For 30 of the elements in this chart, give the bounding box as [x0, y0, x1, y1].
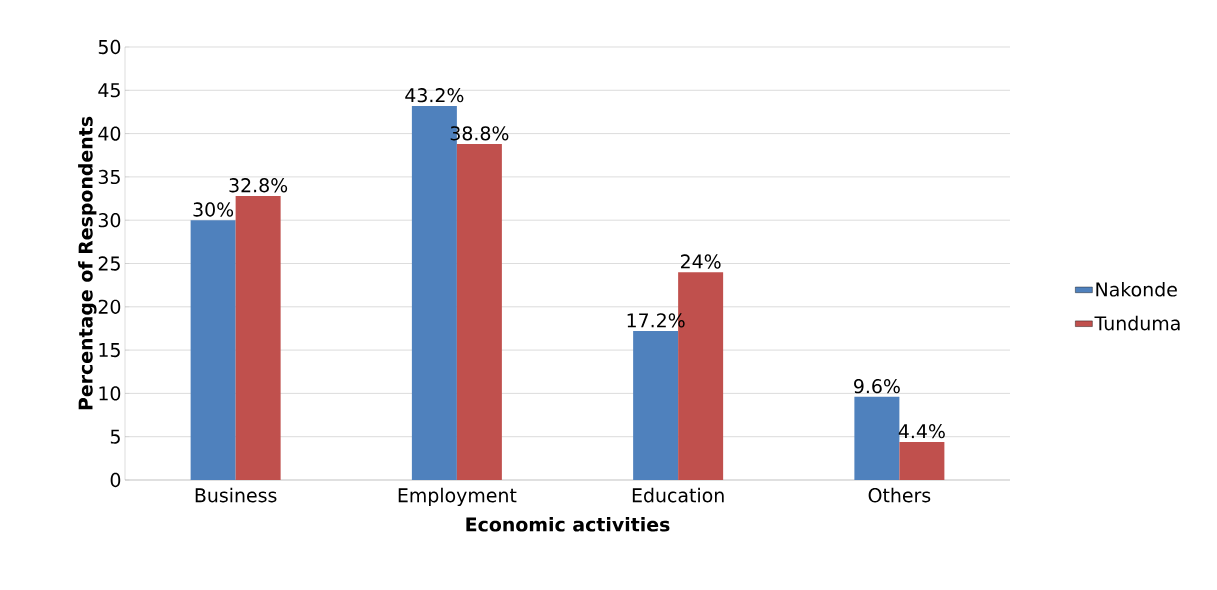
- x-tick-label: Employment: [398, 487, 517, 507]
- data-label: 43.2%: [405, 88, 464, 103]
- y-tick-label: 5: [110, 429, 120, 444]
- x-tick-label: Others: [868, 487, 931, 503]
- y-tick-label: 15: [99, 343, 120, 358]
- data-label: 24%: [680, 254, 721, 269]
- y-tick-label: 40: [98, 126, 121, 141]
- y-tick-label: 50: [98, 39, 121, 55]
- x-tick-label: Education: [632, 487, 724, 503]
- legend-label: Tunduma: [1094, 315, 1180, 331]
- bar: [456, 143, 502, 480]
- data-label: 30%: [193, 202, 234, 217]
- bar: [190, 220, 236, 480]
- bar: [235, 195, 281, 480]
- y-tick-label: 25: [98, 256, 120, 271]
- bar: [633, 331, 679, 480]
- data-label: 9.6%: [854, 379, 900, 394]
- y-tick-label: 0: [110, 472, 121, 488]
- y-tick-label: 20: [98, 299, 121, 314]
- bar: [899, 441, 945, 480]
- bar: [854, 396, 900, 480]
- data-label: 32.8%: [229, 178, 288, 193]
- y-tick-label: 45: [98, 83, 120, 98]
- y-tick-label: 35: [98, 169, 120, 185]
- x-axis-title: Economic activities: [466, 516, 670, 532]
- x-tick-label: Business: [195, 487, 277, 503]
- y-tick-label: 10: [99, 386, 121, 401]
- y-tick-label: 30: [98, 213, 121, 228]
- legend-label: Nakonde: [1096, 281, 1177, 297]
- y-axis-title: Percentage of Respondents: [78, 116, 97, 410]
